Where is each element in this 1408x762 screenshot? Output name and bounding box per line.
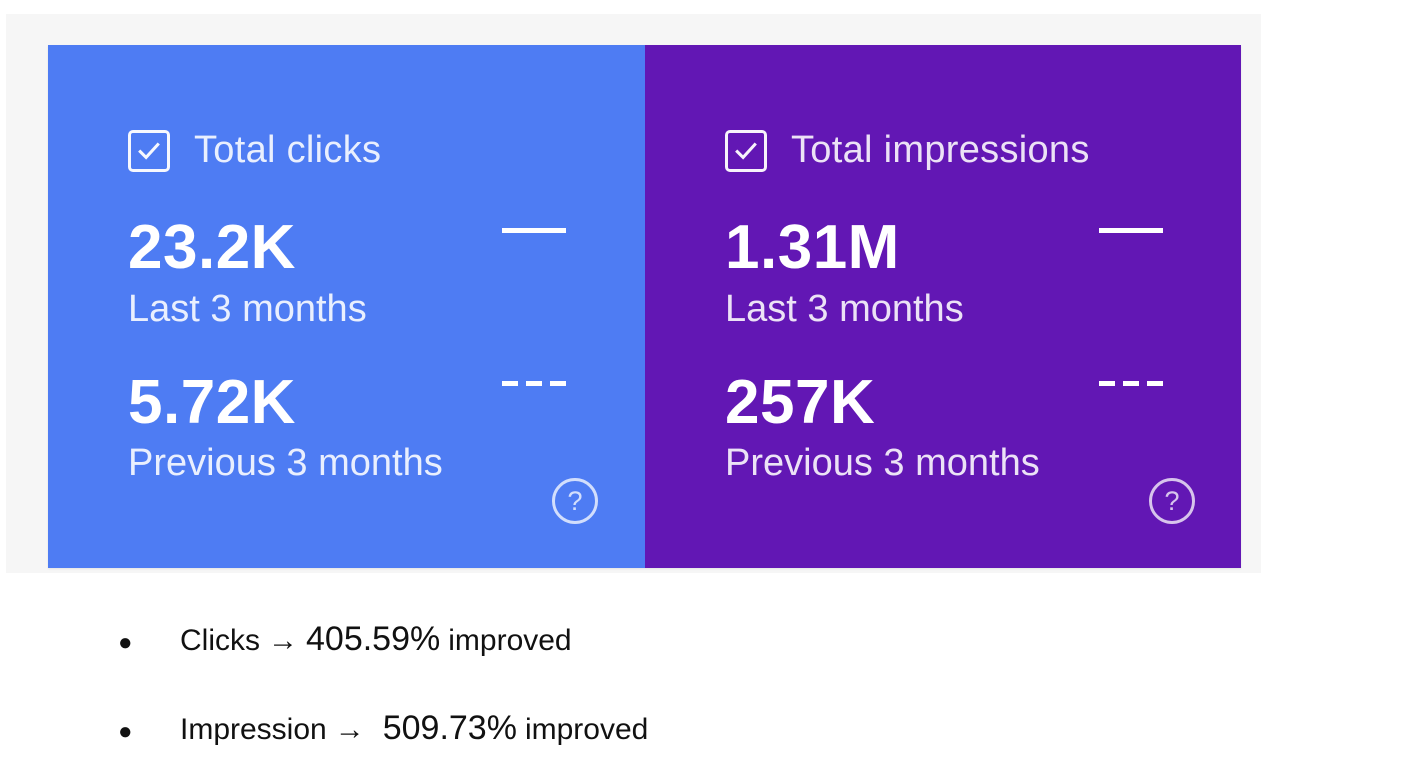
svg-text:?: ? — [1164, 486, 1179, 516]
card-title: Total clicks — [194, 129, 382, 171]
current-label: Last 3 months — [128, 288, 367, 330]
total-impressions-toggle[interactable]: Total impressions — [725, 129, 1090, 172]
dashed-line-legend-icon — [1099, 381, 1163, 386]
help-icon[interactable]: ? — [1147, 476, 1197, 526]
checkbox-checked-icon[interactable] — [128, 129, 170, 172]
card-title: Total impressions — [791, 129, 1090, 171]
current-label: Last 3 months — [725, 288, 964, 330]
current-value: 1.31M — [725, 213, 900, 282]
list-item: ● Clicks → 405.59% improved — [118, 620, 572, 659]
solid-line-legend-icon — [1099, 228, 1163, 233]
previous-label: Previous 3 months — [725, 442, 1040, 484]
list-item: ● Impression → 509.73% improved — [118, 709, 648, 748]
bullet-icon: ● — [118, 718, 133, 745]
bullet-suffix: improved — [448, 624, 572, 657]
bullet-label: Impression — [180, 713, 327, 746]
total-clicks-toggle[interactable]: Total clicks — [128, 129, 381, 172]
total-impressions-card[interactable]: Total impressions 1.31M Last 3 months 25… — [645, 45, 1241, 568]
bullet-percent: 509.73% — [382, 709, 517, 747]
checkbox-checked-icon[interactable] — [725, 129, 767, 172]
arrow-icon: → — [268, 624, 298, 657]
bullet-icon: ● — [118, 629, 133, 656]
bullet-suffix: improved — [524, 713, 649, 746]
svg-text:?: ? — [567, 486, 582, 516]
total-clicks-card[interactable]: Total clicks 23.2K Last 3 months 5.72K P… — [48, 45, 645, 568]
previous-value: 5.72K — [128, 368, 296, 437]
solid-line-legend-icon — [502, 228, 566, 233]
bullet-percent: 405.59% — [306, 620, 441, 658]
dashed-line-legend-icon — [502, 381, 566, 386]
previous-value: 257K — [725, 368, 876, 437]
previous-label: Previous 3 months — [128, 442, 443, 484]
arrow-icon: → — [334, 713, 365, 746]
current-value: 23.2K — [128, 213, 296, 282]
help-icon[interactable]: ? — [550, 476, 600, 526]
metric-cards: Total clicks 23.2K Last 3 months 5.72K P… — [48, 45, 1241, 568]
bullet-label: Clicks — [180, 624, 260, 657]
